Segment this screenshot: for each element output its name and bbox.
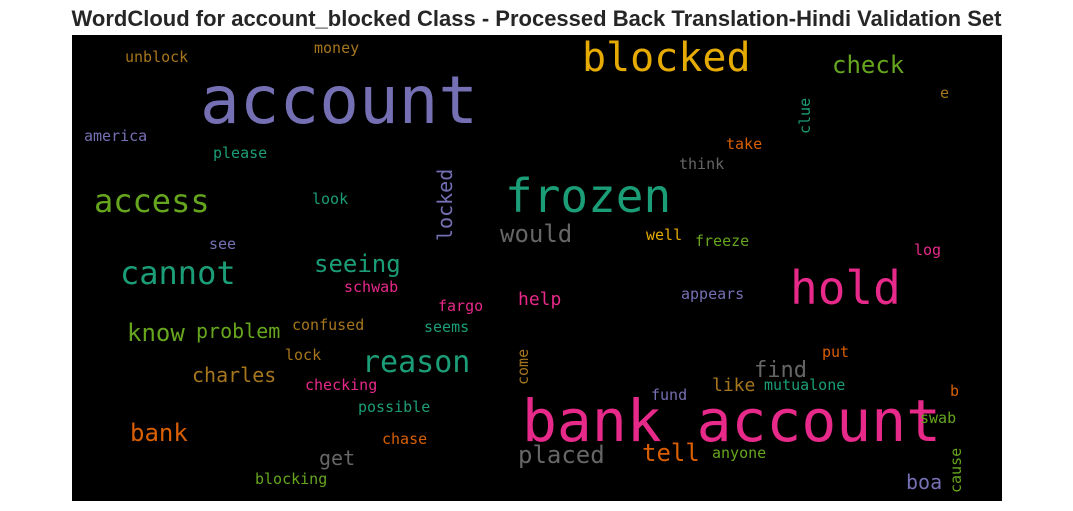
cloud-word: schwab [344, 278, 399, 296]
cloud-word: log [914, 241, 942, 259]
cloud-word: frozen [505, 169, 672, 223]
cloud-word: fargo [438, 297, 484, 315]
cloud-word: bank [130, 419, 188, 447]
cloud-word: would [500, 220, 573, 248]
cloud-word: anyone [712, 444, 767, 462]
cloud-word: appears [681, 285, 745, 303]
cloud-word: hold [790, 261, 901, 315]
cloud-word: think [679, 155, 725, 173]
cloud-word: put [822, 343, 850, 361]
cloud-word: see [209, 235, 237, 253]
cloud-word: help [518, 289, 562, 310]
cloud-word: mutualone [764, 376, 846, 394]
cloud-word: reason [362, 345, 471, 380]
cloud-word: placed [518, 441, 605, 469]
cloud-word: know [127, 319, 185, 347]
cloud-word: charles [192, 363, 277, 387]
cloud-word: problem [196, 319, 281, 343]
cloud-word: checking [305, 376, 378, 394]
cloud-word: lock [285, 346, 322, 364]
cloud-word: look [312, 190, 349, 208]
cloud-word: e [940, 84, 950, 102]
cloud-word: get [319, 446, 356, 470]
cloud-word: b [950, 382, 960, 400]
cloud-word: tell [642, 439, 700, 467]
cloud-word: seeing [314, 250, 401, 278]
cloud-word: well [646, 226, 683, 244]
word-cloud-canvas: account bank account blocked frozen hold cann… [72, 35, 1002, 501]
cloud-word: check [832, 51, 905, 79]
cloud-word: cause [947, 447, 965, 493]
cloud-word: swab [920, 409, 957, 427]
cloud-word: fund [651, 386, 688, 404]
cloud-word: account [200, 62, 479, 139]
cloud-word: confused [292, 316, 365, 334]
cloud-word: blocking [255, 470, 328, 488]
cloud-word: freeze [695, 232, 750, 250]
cloud-word: find [754, 358, 807, 383]
cloud-word: like [712, 375, 756, 396]
cloud-word: chase [382, 430, 428, 448]
cloud-word: seems [424, 318, 470, 336]
cloud-word: america [84, 127, 148, 145]
cloud-word: boa [906, 470, 943, 494]
cloud-word: money [314, 39, 360, 57]
chart-title: WordCloud for account_blocked Class - Pr… [71, 6, 1002, 31]
cloud-word: unblock [125, 48, 189, 66]
cloud-word: please [213, 144, 268, 162]
cloud-word: clue [796, 97, 814, 134]
cloud-word: take [726, 135, 763, 153]
cloud-word: come [514, 348, 532, 385]
cloud-word: possible [358, 398, 431, 416]
cloud-word: locked [433, 168, 457, 241]
cloud-word: cannot [120, 254, 236, 292]
cloud-word: access [94, 182, 210, 220]
cloud-word: bank account [522, 387, 942, 455]
cloud-word: blocked [582, 35, 751, 81]
